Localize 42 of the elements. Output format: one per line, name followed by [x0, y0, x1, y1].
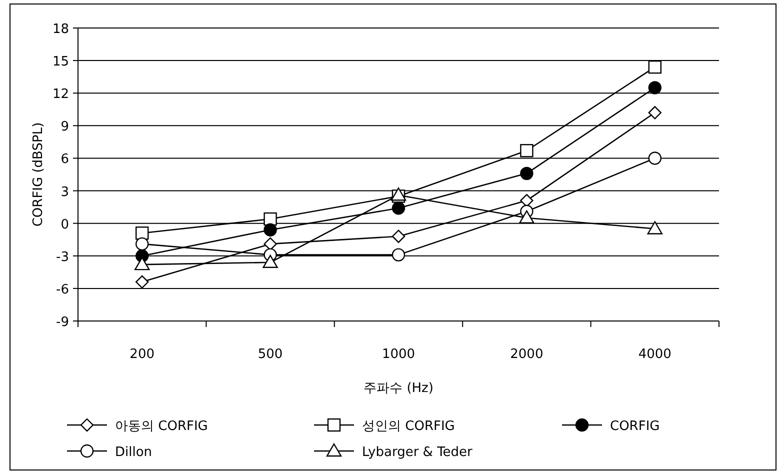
point [264, 212, 277, 226]
y-axis-title: CORFIG (dBSPL) [31, 122, 46, 227]
point [520, 194, 534, 208]
point [648, 60, 662, 74]
y-tick-label: 0 [60, 217, 69, 232]
point [648, 152, 662, 165]
point [392, 230, 406, 243]
x-axis-title: 주파수 (Hz) [364, 381, 434, 396]
legend-label: 아동의 CORFIG [115, 419, 208, 434]
point [264, 237, 277, 251]
x-tick-label: 2000 [510, 347, 544, 362]
legend-label: Dillon [115, 445, 152, 460]
point [392, 248, 406, 262]
x-tick-label: 200 [130, 347, 155, 362]
y-tick-label: 12 [52, 87, 69, 102]
point [519, 210, 534, 224]
point [136, 237, 149, 251]
x-tick-label: 1000 [382, 347, 416, 362]
point [136, 275, 149, 289]
y-tick-label: 18 [52, 22, 69, 37]
y-tick-label: -9 [56, 315, 69, 330]
x-tick-label: 4000 [638, 347, 672, 362]
legend-label: Lybarger & Teder [362, 445, 474, 460]
y-tick-label: 15 [52, 54, 69, 70]
point [647, 221, 662, 234]
legend-label: CORFIG [610, 419, 660, 434]
y-tick-label: 3 [60, 184, 69, 200]
x-tick-label: 500 [258, 347, 283, 362]
point [262, 254, 278, 268]
y-tick-label: 6 [60, 152, 69, 168]
point [392, 202, 406, 215]
point [264, 223, 277, 236]
y-tick-label: 9 [60, 120, 69, 135]
y-tick-label: -6 [56, 282, 69, 298]
y-tick-label: -3 [56, 250, 69, 265]
point [134, 256, 150, 270]
point [520, 166, 534, 180]
point [648, 106, 662, 120]
point [648, 81, 662, 94]
point [520, 144, 534, 158]
legend-label: 성인의 CORFIG [362, 419, 455, 434]
point [136, 226, 149, 240]
